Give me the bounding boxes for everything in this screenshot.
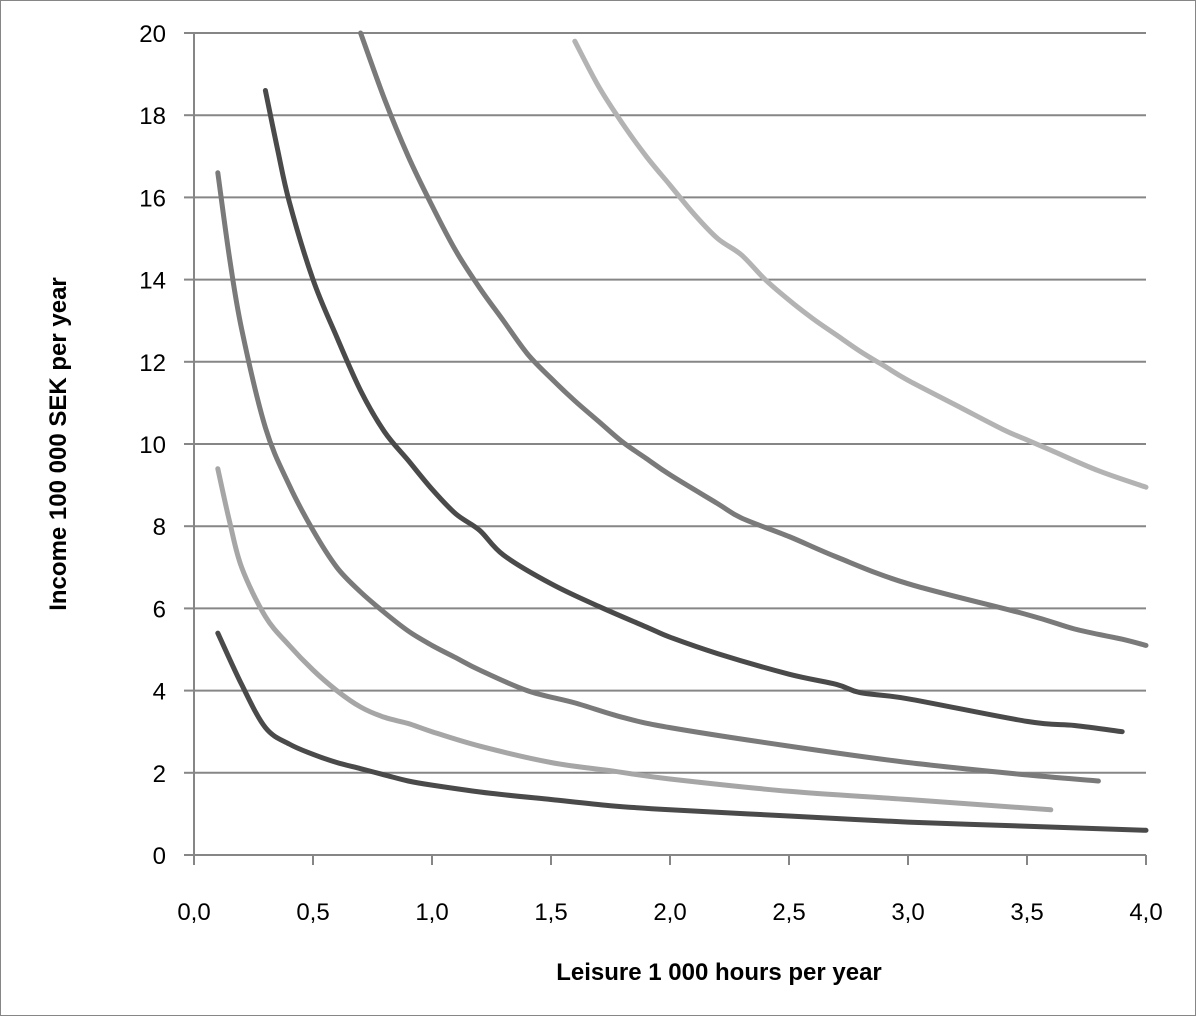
series-line-1 bbox=[215, 630, 1149, 833]
y-tick-label: 4 bbox=[153, 679, 166, 706]
axes bbox=[184, 32, 1147, 865]
x-tick-label: 1,0 bbox=[415, 899, 448, 926]
y-tick-label: 12 bbox=[139, 350, 166, 377]
y-tick-label: 20 bbox=[139, 21, 166, 48]
x-tick-label: 1,5 bbox=[534, 899, 567, 926]
series-line-5 bbox=[358, 30, 1149, 648]
y-tick-label: 0 bbox=[153, 843, 166, 870]
series-lines bbox=[215, 30, 1149, 833]
y-axis-title: Income 100 000 SEK per year bbox=[45, 277, 72, 611]
y-tick-label: 8 bbox=[153, 514, 166, 541]
y-tick-label: 6 bbox=[153, 596, 166, 623]
x-tick-label: 0,5 bbox=[296, 899, 329, 926]
y-tick-label: 14 bbox=[139, 268, 166, 295]
x-axis-title: Leisure 1 000 hours per year bbox=[556, 959, 882, 986]
y-tick-label: 2 bbox=[153, 761, 166, 788]
x-tick-label: 3,5 bbox=[1010, 899, 1043, 926]
series-line-3 bbox=[215, 170, 1101, 784]
series-line-6 bbox=[572, 38, 1149, 490]
x-tick-label: 2,5 bbox=[772, 899, 805, 926]
x-tick-label: 0,0 bbox=[177, 899, 210, 926]
grid-lines bbox=[194, 32, 1146, 774]
y-tick-label: 16 bbox=[139, 185, 166, 212]
y-tick-label: 10 bbox=[139, 432, 166, 459]
series-line-4 bbox=[262, 88, 1125, 735]
y-tick-label: 18 bbox=[139, 103, 166, 130]
series-line-2 bbox=[215, 466, 1054, 813]
x-tick-label: 2,0 bbox=[653, 899, 686, 926]
x-tick-label: 3,0 bbox=[891, 899, 924, 926]
tick-labels: 0 2 4 6 8 10 12 14 16 18 20 0,0 0,5 1,0 1,5 2,0 2,5 3,0 3,… bbox=[139, 21, 1162, 926]
x-tick-label: 4,0 bbox=[1129, 899, 1162, 926]
